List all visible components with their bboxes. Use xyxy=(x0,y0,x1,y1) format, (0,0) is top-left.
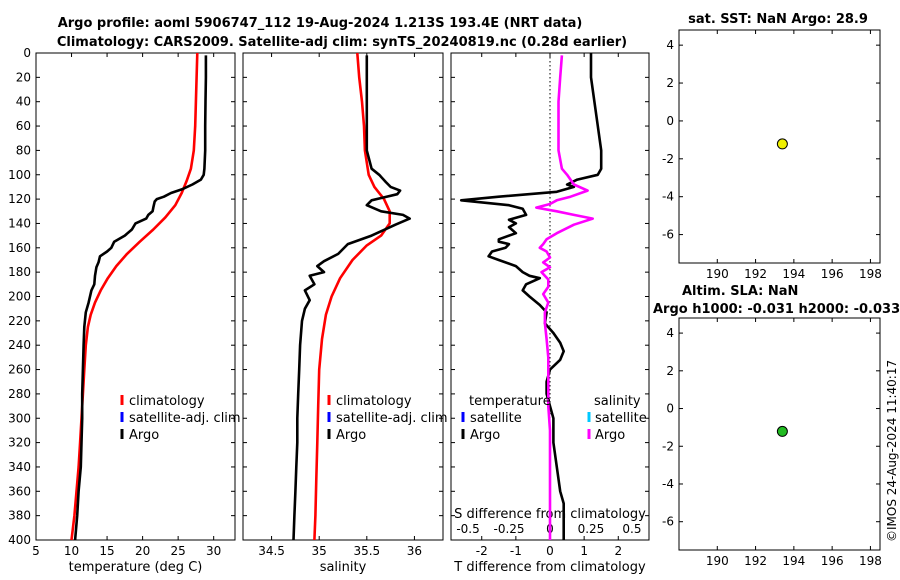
x-tick-label: 36 xyxy=(407,544,422,558)
s-tick-label: -0.5 xyxy=(456,522,479,536)
side-panel-subtitle: Argo h1000: -0.031 h2000: -0.033 xyxy=(653,302,900,317)
x-tick-label: 5 xyxy=(32,544,40,558)
side-panel-sla: Altim. SLA: NaN Argo h1000: -0.031 h2000:… xyxy=(653,284,900,568)
s-tick-label: -0.25 xyxy=(494,522,525,536)
x-tick-label: 34.5 xyxy=(258,544,285,558)
chart-title-line1: Argo profile: aoml 5906747_112 19-Aug-20… xyxy=(58,16,583,31)
legend-label: satellite-adj. clim xyxy=(129,411,241,426)
x-tick-label: 35.5 xyxy=(353,544,380,558)
depth-tick-label: 140 xyxy=(8,216,31,230)
y-tick-label: 4 xyxy=(666,326,674,340)
x-tick-label: 20 xyxy=(135,544,150,558)
chart-title-line2: Climatology: CARS2009. Satellite-adj cli… xyxy=(57,35,627,50)
legend-label: climatology xyxy=(129,394,205,409)
watermark: ©IMOS 24-Aug-2024 11:40:17 xyxy=(885,360,899,542)
scatter-point xyxy=(776,425,788,437)
x-tick-label: 194 xyxy=(782,554,805,568)
x-tick-label: 196 xyxy=(821,267,844,281)
legend-label: satellite-adj. clim xyxy=(336,411,448,426)
x-tick-label: 0 xyxy=(546,544,554,558)
depth-tick-label: 300 xyxy=(8,411,31,425)
depth-tick-label: 200 xyxy=(8,290,31,304)
x-axis-label: temperature (deg C) xyxy=(69,560,203,575)
y-tick-label: -6 xyxy=(662,228,674,242)
x-axis-label: T difference from climatology xyxy=(453,560,646,575)
series-line-climatology xyxy=(313,52,391,541)
y-tick-label: -6 xyxy=(662,515,674,529)
depth-tick-label: 100 xyxy=(8,168,31,182)
x-tick-label: 192 xyxy=(744,267,767,281)
scatter-point xyxy=(776,138,788,150)
series-line-t-argo xyxy=(459,53,603,540)
x-tick-label: 30 xyxy=(206,544,221,558)
depth-tick-label: 260 xyxy=(8,363,31,377)
y-tick-label: -4 xyxy=(662,477,674,491)
s-tick-label: 0.25 xyxy=(578,522,605,536)
panel-salinity: 34.5 35 35.5 36 salinity climatology satellite… xyxy=(242,52,448,575)
depth-tick-label: 360 xyxy=(8,484,31,498)
x-tick-label: 194 xyxy=(782,267,805,281)
legend-heading-temperature: temperature xyxy=(469,394,551,409)
x-tick-label: 25 xyxy=(171,544,186,558)
panel-temperature: 0 20 40 60 80 100 120 140 160 180 200 220 240 260 280 3… xyxy=(8,46,241,575)
y-tick-label: 4 xyxy=(666,38,674,52)
x-tick-label: 190 xyxy=(706,267,729,281)
x-tick-label: 196 xyxy=(821,554,844,568)
depth-tick-label: 60 xyxy=(16,119,31,133)
depth-tick-label: 220 xyxy=(8,314,31,328)
x-tick-label: 10 xyxy=(64,544,79,558)
depth-tick-label: 380 xyxy=(8,509,31,523)
series-line-s-argo xyxy=(535,55,594,540)
depth-tick-label: 320 xyxy=(8,436,31,450)
depth-tick-label: 240 xyxy=(8,338,31,352)
panel-frame-salinity xyxy=(242,52,444,541)
panel-frame-temperature xyxy=(35,52,236,541)
legend-label: Argo xyxy=(129,428,159,443)
depth-tick-label: 280 xyxy=(8,387,31,401)
x-tick-label: 192 xyxy=(744,554,767,568)
series-line-argo xyxy=(73,55,208,541)
depth-tick-label: 120 xyxy=(8,192,31,206)
side-panel-title: sat. SST: NaN Argo: 28.9 xyxy=(688,12,868,27)
depth-tick-label: 0 xyxy=(23,46,31,60)
x-tick-label: 198 xyxy=(859,554,882,568)
x-tick-label: -1 xyxy=(510,544,522,558)
legend-label: satellite xyxy=(470,411,522,426)
x-tick-label: -2 xyxy=(476,544,488,558)
depth-tick-label: 160 xyxy=(8,241,31,255)
depth-tick-label: 400 xyxy=(8,533,31,547)
y-tick-label: -2 xyxy=(662,152,674,166)
y-tick-label: 2 xyxy=(666,76,674,90)
x-tick-label: 2 xyxy=(614,544,622,558)
y-tick-label: 2 xyxy=(666,364,674,378)
side-panel-title: Altim. SLA: NaN xyxy=(682,284,798,299)
x-tick-label: 15 xyxy=(99,544,114,558)
legend-heading-salinity: salinity xyxy=(594,394,641,409)
side-panel-sst: sat. SST: NaN Argo: 28.9 4 2 0 -2 -4 -6 190 192 1… xyxy=(662,12,882,281)
x-tick-label: 35 xyxy=(312,544,327,558)
depth-tick-label: 80 xyxy=(16,143,31,157)
series-line-argo xyxy=(292,55,411,541)
y-tick-label: 0 xyxy=(666,114,674,128)
legend-label: Argo xyxy=(470,428,500,443)
legend-label: climatology xyxy=(336,394,412,409)
y-tick-label: -2 xyxy=(662,439,674,453)
depth-tick-label: 40 xyxy=(16,95,31,109)
x-tick-label: 190 xyxy=(706,554,729,568)
legend-label: Argo xyxy=(595,428,625,443)
x-tick-label: 1 xyxy=(580,544,588,558)
legend-label: Argo xyxy=(336,428,366,443)
depth-tick-label: 20 xyxy=(16,70,31,84)
y-tick-label: 0 xyxy=(666,402,674,416)
x-axis-label: salinity xyxy=(320,560,367,575)
y-tick-label: -4 xyxy=(662,190,674,204)
x-tick-label: 198 xyxy=(859,267,882,281)
depth-tick-label: 340 xyxy=(8,460,31,474)
depth-tick-label: 180 xyxy=(8,265,31,279)
legend-label: satellite xyxy=(595,411,647,426)
s-tick-label: 0.5 xyxy=(622,522,641,536)
